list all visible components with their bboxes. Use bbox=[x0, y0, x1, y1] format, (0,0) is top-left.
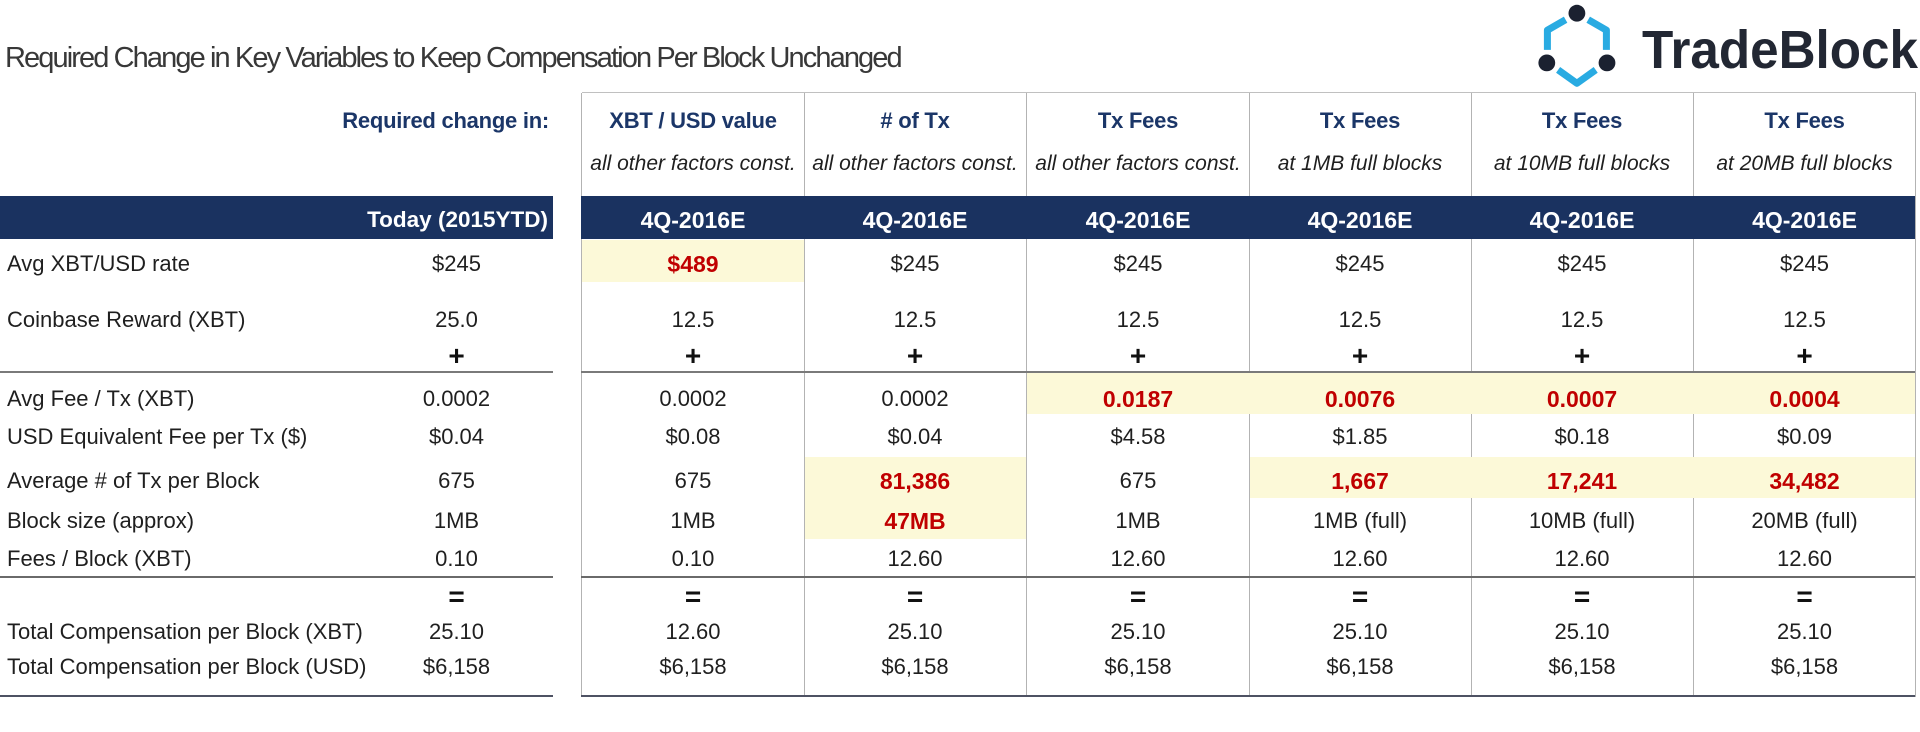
svg-text:TradeBlock: TradeBlock bbox=[1642, 20, 1919, 80]
